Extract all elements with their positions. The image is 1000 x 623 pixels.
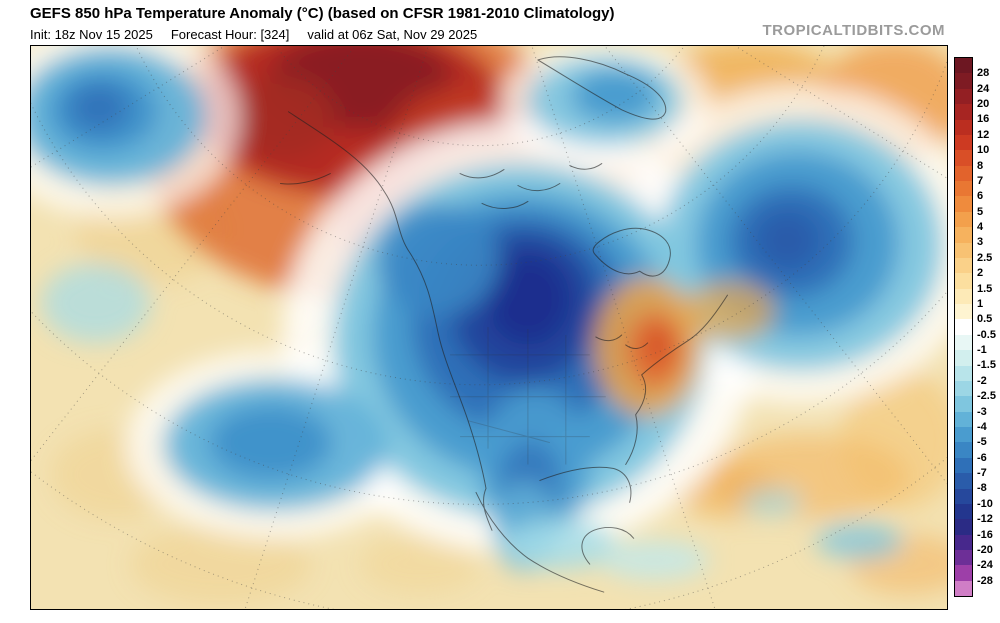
- colorbar-segment: [955, 58, 972, 74]
- colorbar-tick-label: -4: [977, 420, 987, 433]
- colorbar: 28 24 20 16 12 10 8 7 6 5 4 3 2.5 2 1.5 1 0.5 -0.5 -1 -1.5 -…: [954, 57, 996, 597]
- warm-anomaly-eastern-us: [593, 277, 776, 417]
- colorbar-segment: [955, 257, 972, 274]
- graticule: [31, 46, 947, 609]
- init-time: Init: 18z Nov 15 2025: [30, 27, 153, 42]
- colorbar-tick-label: 0.5: [977, 313, 993, 326]
- colorbar-tick-label: 10: [977, 144, 990, 157]
- cold-anomaly-eastern-pacific: [163, 378, 388, 511]
- cold-anomaly-greenland: [526, 55, 683, 146]
- colorbar-segment: [955, 488, 972, 504]
- cold-anomaly-tropics: [503, 488, 904, 581]
- colorbar-segment: [955, 519, 972, 535]
- colorbar-segment: [955, 181, 972, 197]
- colorbar-tick-label: 2.5: [977, 251, 993, 264]
- colorbar-segment: [955, 457, 972, 474]
- colorbar-segment: [955, 534, 972, 550]
- colorbar-segment: [955, 442, 972, 458]
- colorbar-segment: [955, 196, 972, 212]
- colorbar-segment: [955, 134, 972, 151]
- colorbar-tick-label: 20: [977, 98, 990, 111]
- colorbar-tick-label: 28: [977, 67, 990, 80]
- colorbar-segment: [955, 104, 972, 120]
- colorbar-swatches: [954, 57, 973, 597]
- colorbar-tick-label: -8: [977, 482, 987, 495]
- colorbar-tick-label: -2.5: [977, 390, 996, 403]
- colorbar-segment: [955, 334, 972, 351]
- colorbar-tick-label: -7: [977, 467, 987, 480]
- colorbar-tick-label: 16: [977, 113, 990, 126]
- colorbar-tick-label: 1: [977, 297, 984, 310]
- state-borders: [450, 327, 606, 465]
- colorbar-tick-label: -10: [977, 497, 993, 510]
- colorbar-tick-label: 24: [977, 82, 990, 95]
- colorbar-segment: [955, 304, 972, 320]
- colorbar-tick-label: 6: [977, 190, 984, 203]
- colorbar-tick-label: -16: [977, 528, 993, 541]
- colorbar-tick-label: 8: [977, 159, 984, 172]
- colorbar-segment: [955, 550, 972, 566]
- page-title: GEFS 850 hPa Temperature Anomaly (°C) (b…: [30, 5, 615, 22]
- colorbar-segment: [955, 119, 972, 135]
- colorbar-segment: [955, 242, 972, 258]
- colorbar-segment: [955, 211, 972, 228]
- colorbar-tick-label: 1.5: [977, 282, 993, 295]
- colorbar-segment: [955, 350, 972, 366]
- colorbar-tick-label: 4: [977, 221, 984, 234]
- colorbar-tick-label: -1.5: [977, 359, 996, 372]
- valid-time: valid at 06z Sat, Nov 29 2025: [307, 27, 478, 42]
- colorbar-tick-label: -12: [977, 513, 993, 526]
- colorbar-segment: [955, 503, 972, 520]
- colorbar-tick-label: -2: [977, 374, 987, 387]
- colorbar-tick-label: 7: [977, 174, 984, 187]
- colorbar-tick-label: -6: [977, 451, 987, 464]
- anomaly-shading: [31, 46, 947, 605]
- colorbar-segment: [955, 427, 972, 443]
- colorbar-segment: [955, 227, 972, 243]
- colorbar-tick-label: -28: [977, 574, 993, 587]
- colorbar-segment: [955, 565, 972, 581]
- colorbar-segment: [955, 396, 972, 412]
- colorbar-segment: [955, 319, 972, 335]
- colorbar-segment: [955, 365, 972, 381]
- anomaly-map-svg: [31, 46, 947, 609]
- map-canvas: [30, 45, 948, 610]
- colorbar-segment: [955, 580, 972, 597]
- colorbar-tick-label: 2: [977, 267, 984, 280]
- cold-anomaly-northeast-pacific: [31, 46, 206, 343]
- colorbar-segment: [955, 288, 972, 304]
- colorbar-tick-label: -3: [977, 405, 987, 418]
- colorbar-tick-label: -0.5: [977, 328, 996, 341]
- colorbar-tick-label: -20: [977, 543, 993, 556]
- colorbar-segment: [955, 473, 972, 489]
- colorbar-segment: [955, 380, 972, 397]
- colorbar-segment: [955, 150, 972, 166]
- colorbar-segment: [955, 88, 972, 105]
- colorbar-segment: [955, 411, 972, 427]
- colorbar-tick-label: -5: [977, 436, 987, 449]
- forecast-hour: Forecast Hour: [324]: [170, 27, 290, 42]
- watermark: TROPICALTIDBITS.COM: [762, 22, 945, 39]
- run-info: Init: 18z Nov 15 2025 Forecast Hour: [324…: [30, 27, 495, 42]
- colorbar-tick-label: 12: [977, 128, 990, 141]
- colorbar-tick-label: 3: [977, 236, 984, 249]
- colorbar-segment: [955, 273, 972, 289]
- colorbar-tick-label: 5: [977, 205, 984, 218]
- colorbar-tick-label: -1: [977, 344, 987, 357]
- colorbar-tick-label: -24: [977, 559, 993, 572]
- colorbar-segment: [955, 165, 972, 181]
- colorbar-labels: 28 24 20 16 12 10 8 7 6 5 4 3 2.5 2 1.5 1 0.5 -0.5 -1 -1.5 -…: [977, 58, 1000, 598]
- coastlines: [279, 56, 728, 593]
- colorbar-segment: [955, 73, 972, 89]
